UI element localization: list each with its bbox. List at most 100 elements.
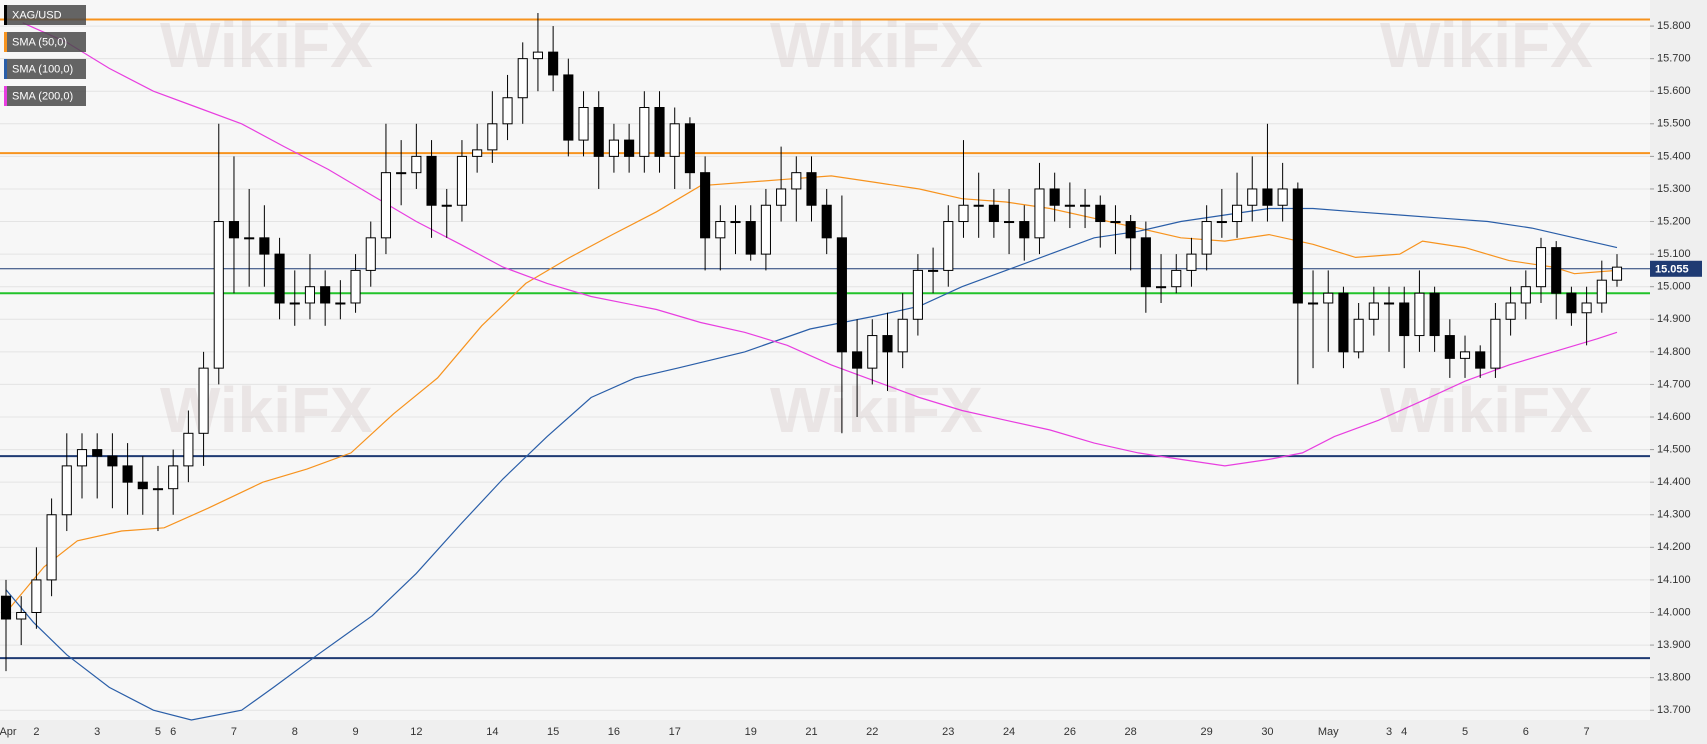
candle-body <box>380 172 392 239</box>
candle-body <box>1216 221 1227 224</box>
x-tick-label: 12 <box>410 726 422 738</box>
legend-swatch <box>4 59 7 79</box>
candle-body <box>76 449 88 467</box>
candle-body <box>654 107 665 157</box>
candle-body <box>624 139 635 157</box>
candle-body <box>1140 237 1151 288</box>
candle-body <box>1034 188 1045 239</box>
x-tick-label: 14 <box>486 726 498 738</box>
candle-body <box>1110 221 1121 224</box>
watermark: WikiFX <box>160 9 373 81</box>
x-tick-label: May <box>1318 726 1339 738</box>
candle-body <box>289 302 300 305</box>
candle-body <box>137 481 148 490</box>
candle-body <box>1475 351 1486 369</box>
candle-body <box>1095 204 1106 223</box>
candle-body <box>1353 318 1364 353</box>
candle-body <box>426 155 437 206</box>
y-tick-label: 15.200 <box>1657 215 1691 227</box>
candle-body <box>928 269 939 272</box>
candle-body <box>897 318 908 353</box>
candle-body <box>943 221 954 271</box>
candle-body <box>1155 286 1167 289</box>
x-tick-label: 17 <box>669 726 681 738</box>
x-tick-label: 6 <box>170 726 176 738</box>
candle-body <box>61 465 72 516</box>
y-tick-label: 14.700 <box>1657 378 1691 390</box>
candle-body <box>1505 302 1516 320</box>
candle-body <box>806 172 817 206</box>
x-tick-label: 3 <box>94 726 100 738</box>
candle-body <box>1323 292 1334 304</box>
candle-body <box>639 107 650 157</box>
candle-body <box>16 611 27 620</box>
candle-body <box>350 269 361 304</box>
candle-body <box>1383 302 1395 305</box>
candle-body <box>1186 253 1197 271</box>
candle-body <box>776 188 787 206</box>
candle-body <box>608 139 619 157</box>
x-tick-label: 16 <box>608 726 620 738</box>
x-tick-label: 9 <box>352 726 358 738</box>
y-tick-label: 14.900 <box>1657 313 1691 325</box>
sma-line <box>22 22 1618 467</box>
candle-body <box>791 172 802 190</box>
candle-body <box>1080 204 1091 207</box>
x-tick-label: 22 <box>866 726 878 738</box>
candle-body <box>1019 221 1030 239</box>
y-tick-label: 14.200 <box>1657 541 1691 553</box>
y-tick-label: 14.100 <box>1657 574 1691 586</box>
candle-body <box>715 221 726 239</box>
candle-body <box>213 221 224 369</box>
candle-body <box>1611 266 1623 281</box>
candle-body <box>1231 204 1243 223</box>
candle-body <box>0 595 12 620</box>
y-tick-label: 13.800 <box>1657 672 1691 684</box>
y-tick-label: 14.400 <box>1657 476 1691 488</box>
candle-body <box>745 221 756 255</box>
candle-body <box>1338 292 1349 353</box>
x-tick-label: 26 <box>1064 726 1076 738</box>
candle-body <box>168 465 179 490</box>
watermark: WikiFX <box>160 374 373 446</box>
y-tick-label: 15.700 <box>1657 53 1691 65</box>
last-price-box <box>1650 260 1702 277</box>
candle-body <box>259 237 270 255</box>
y-tick-label: 15.300 <box>1657 183 1691 195</box>
legend-label: XAG/USD <box>12 9 62 21</box>
y-tick-label: 15.800 <box>1657 20 1691 32</box>
x-tick-label: 21 <box>805 726 817 738</box>
y-tick-label: 14.000 <box>1657 606 1691 618</box>
candle-body <box>973 204 984 207</box>
y-tick-label: 15.000 <box>1657 281 1691 293</box>
candle-body <box>684 123 695 174</box>
x-tick-label: 2 <box>33 726 39 738</box>
x-tick-label: 19 <box>745 726 757 738</box>
candle-body <box>730 221 741 224</box>
legend-swatch <box>4 86 7 106</box>
candle-body <box>1201 221 1212 255</box>
legend-swatch <box>4 32 7 52</box>
candle-body <box>274 253 285 304</box>
y-tick-label: 15.100 <box>1657 248 1691 260</box>
legend-label: SMA (50,0) <box>12 36 67 48</box>
x-tick-label: 5 <box>155 726 161 738</box>
candle-body <box>669 123 680 157</box>
y-tick-label: 15.400 <box>1657 150 1691 162</box>
candle-body <box>882 335 893 353</box>
candle-body <box>912 269 923 320</box>
candle-body <box>441 204 452 207</box>
watermark: WikiFX <box>770 9 983 81</box>
candle-body <box>578 107 589 141</box>
x-tick-label: 30 <box>1261 726 1273 738</box>
x-tick-label: 4 <box>1401 726 1407 738</box>
candle-body <box>183 432 194 467</box>
x-tick-label: 24 <box>1003 726 1015 738</box>
candle-body <box>122 465 133 483</box>
candle-body <box>228 221 240 239</box>
legend-box <box>4 5 86 25</box>
watermark: WikiFX <box>1380 374 1593 446</box>
candle-body <box>396 172 407 175</box>
candle-body <box>365 237 376 271</box>
